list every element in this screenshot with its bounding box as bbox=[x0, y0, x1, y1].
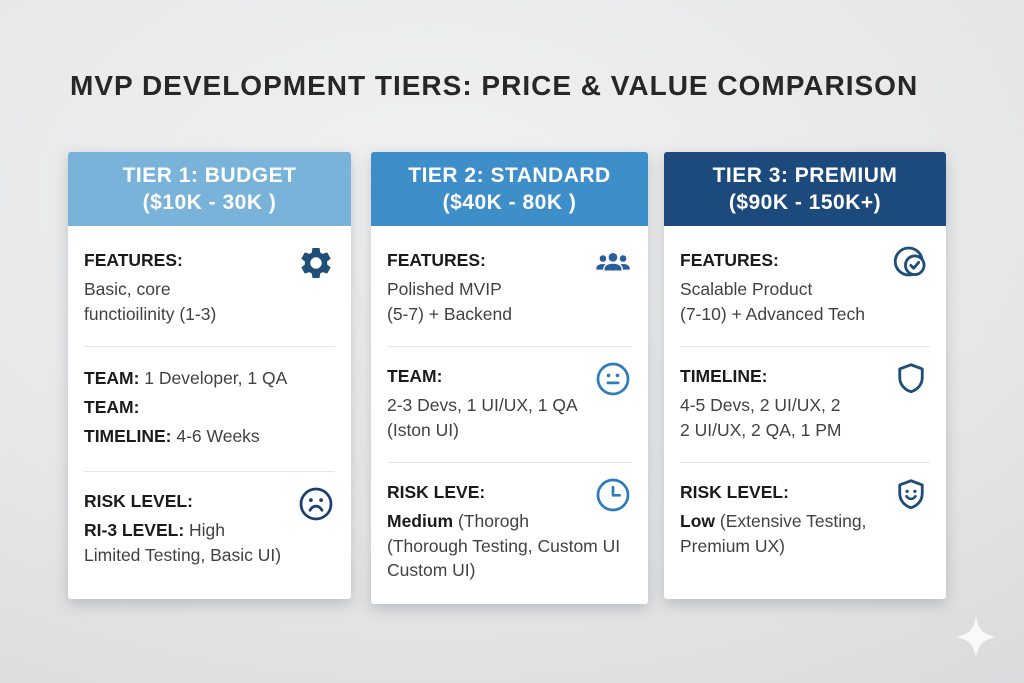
tier1-header-line1: TIER 1: BUDGET bbox=[122, 164, 297, 187]
section-heading: TIMELINE: bbox=[680, 366, 768, 386]
tier3-card-header: TIER 3: PREMIUM ($90K - 150K+) bbox=[664, 152, 946, 226]
team-line: 2 UI/UX, 2 QA, 1 PM bbox=[680, 419, 842, 440]
tier1-card-header: TIER 1: BUDGET ($10K - 30K ) bbox=[68, 152, 351, 226]
tier2-card-header: TIER 2: STANDARD ($40K - 80K ) bbox=[371, 152, 648, 226]
risk-line: Medium (Thorogh bbox=[387, 511, 529, 531]
sparkle-icon bbox=[954, 615, 998, 659]
section-divider bbox=[680, 462, 930, 463]
tier1-card: TIER 1: BUDGET ($10K - 30K ) FEATURES: B… bbox=[68, 152, 351, 599]
tier2-risk-section: RISK LEVE: Medium (Thorogh (Thorough Tes… bbox=[387, 478, 632, 583]
tier1-risk-section: RISK LEVEL: RI-3 LEVEL: High Limited Tes… bbox=[84, 487, 335, 567]
section-heading: RISK LEVE: bbox=[387, 482, 486, 502]
timeline-line: TIMELINE: 4-6 Weeks bbox=[84, 426, 260, 446]
feature-line: Polished MVIP bbox=[387, 279, 502, 299]
gear-icon bbox=[297, 244, 335, 282]
neutral-face-icon bbox=[594, 360, 632, 398]
feature-line: functioilinity (1-3) bbox=[84, 303, 217, 324]
feature-line: Scalable Product bbox=[680, 279, 813, 299]
page-title: MVP DEVELOPMENT TIERS: PRICE & VALUE COM… bbox=[70, 70, 919, 101]
tier3-header-line2: ($90K - 150K+) bbox=[728, 191, 882, 214]
risk-line: Custom UI) bbox=[387, 560, 476, 580]
tier2-features-section: FEATURES: Polished MVIP (5-7) + Backend bbox=[387, 248, 632, 326]
team-icon bbox=[594, 244, 632, 282]
sad-face-icon bbox=[297, 485, 335, 523]
team-line: TEAM: bbox=[84, 397, 140, 417]
section-divider bbox=[387, 462, 632, 463]
tier1-team-timeline-section: TEAM: 1 Developer, 1 QA TEAM: TIMELINE: … bbox=[84, 364, 335, 451]
tier3-header-line1: TIER 3: PREMIUM bbox=[712, 164, 898, 187]
tier3-timeline-section: TIMELINE: 4-5 Devs, 2 UI/UX, 2 2 UI/UX, … bbox=[680, 363, 930, 442]
risk-line: Limited Testing, Basic UI) bbox=[84, 544, 282, 565]
tier2-header-line1: TIER 2: STANDARD bbox=[408, 164, 611, 187]
section-divider bbox=[680, 346, 930, 347]
risk-line: RI-3 LEVEL: High bbox=[84, 520, 226, 540]
feature-line: (7-10) + Advanced Tech bbox=[680, 303, 866, 324]
section-divider bbox=[84, 471, 335, 472]
shield-smile-icon bbox=[892, 476, 930, 514]
feature-line: Basic, core bbox=[84, 279, 171, 299]
section-heading: TEAM: bbox=[387, 366, 443, 386]
check-circle-icon bbox=[892, 244, 930, 282]
tier3-risk-section: RISK LEVEL: Low (Extensive Testing, Prem… bbox=[680, 479, 930, 558]
tier2-card: TIER 2: STANDARD ($40K - 80K ) FEATURES:… bbox=[371, 152, 648, 604]
section-divider bbox=[387, 346, 632, 347]
risk-line: (Thorough Testing, Custom UI bbox=[387, 535, 621, 556]
risk-line: Premium UX) bbox=[680, 535, 786, 556]
tier3-features-section: FEATURES: Scalable Product (7-10) + Adva… bbox=[680, 246, 930, 326]
tier2-team-section: TEAM: 2-3 Devs, 1 UI/UX, 1 QA (Iston UI) bbox=[387, 362, 632, 442]
tier3-card: TIER 3: PREMIUM ($90K - 150K+) FEATURES:… bbox=[664, 152, 946, 599]
section-heading: FEATURES: bbox=[387, 250, 486, 270]
team-line: TEAM: 1 Developer, 1 QA bbox=[84, 368, 288, 388]
clock-icon bbox=[594, 476, 632, 514]
section-divider bbox=[84, 346, 335, 347]
risk-line: Low (Extensive Testing, bbox=[680, 511, 867, 531]
tier1-header-line2: ($10K - 30K ) bbox=[142, 191, 277, 214]
section-heading: FEATURES: bbox=[680, 250, 779, 270]
team-line: (Iston UI) bbox=[387, 419, 459, 440]
team-line: 2-3 Devs, 1 UI/UX, 1 QA bbox=[387, 395, 578, 415]
shield-icon bbox=[892, 360, 930, 398]
section-heading: RISK LEVEL: bbox=[84, 491, 193, 511]
section-heading: FEATURES: bbox=[84, 250, 183, 270]
feature-line: (5-7) + Backend bbox=[387, 303, 512, 324]
tier1-features-section: FEATURES: Basic, core functioilinity (1-… bbox=[84, 248, 335, 326]
team-line: 4-5 Devs, 2 UI/UX, 2 bbox=[680, 395, 841, 415]
tier2-header-line2: ($40K - 80K ) bbox=[442, 191, 577, 214]
section-heading: RISK LEVEL: bbox=[680, 482, 789, 502]
